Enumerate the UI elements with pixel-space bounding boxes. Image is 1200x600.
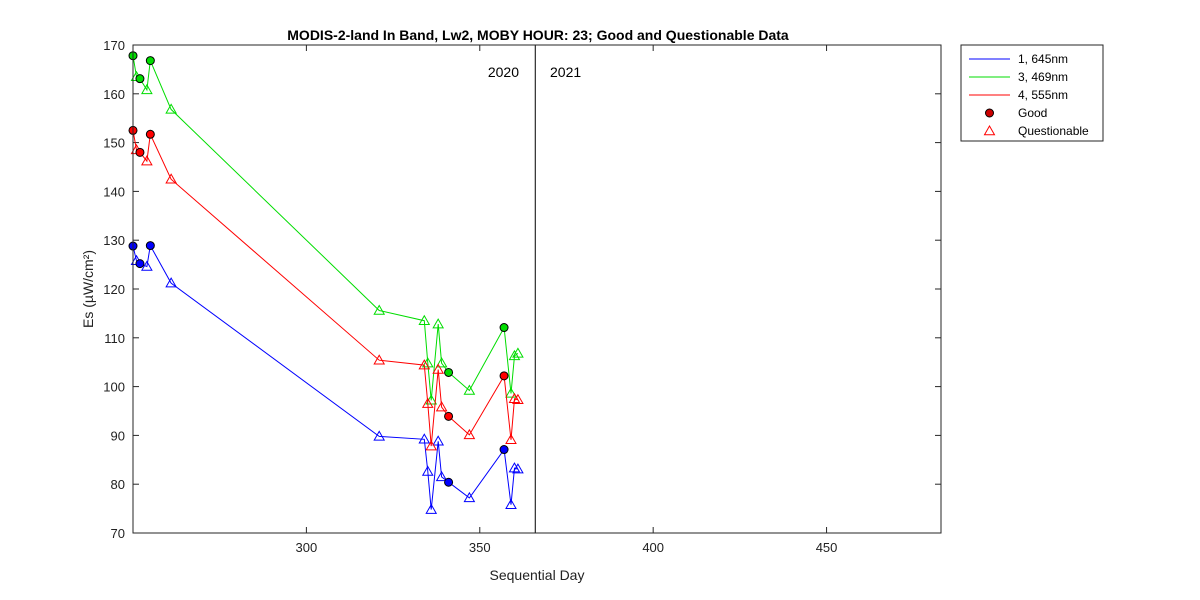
- questionable-point: [141, 260, 153, 271]
- x-tick-label: 300: [296, 540, 318, 555]
- year-label-2020: 2020: [488, 64, 519, 80]
- good-point: [145, 241, 155, 251]
- questionable-point: [432, 435, 445, 446]
- legend-label: 3, 469nm: [1018, 70, 1068, 84]
- questionable-point: [463, 384, 476, 395]
- y-axis-label: Es (µW/cm²): [80, 250, 96, 328]
- legend-label: Good: [1018, 106, 1047, 120]
- questionable-point: [435, 470, 448, 482]
- data-layer: [128, 51, 524, 514]
- questionable-point: [505, 498, 517, 509]
- questionable-point: [165, 277, 178, 288]
- questionable-point: [418, 314, 431, 325]
- y-tick-label: 130: [103, 233, 125, 248]
- questionable-point: [463, 428, 476, 440]
- good-point: [444, 477, 454, 487]
- good-point: [145, 56, 155, 66]
- legend-label: 1, 645nm: [1018, 52, 1068, 66]
- axes: 300 350 400 450 70 80 90 100 110 120 130 140 150 160 1…: [103, 38, 941, 555]
- chart-title: MODIS-2-land In Band, Lw2, MOBY HOUR: 23…: [287, 27, 789, 43]
- x-tick-label: 450: [816, 540, 838, 555]
- good-point: [135, 259, 145, 269]
- legend-good-marker: [985, 108, 994, 118]
- good-point: [499, 445, 509, 455]
- questionable-point: [512, 393, 524, 405]
- questionable-point: [165, 173, 178, 184]
- y-tick-label: 150: [103, 136, 125, 151]
- questionable-point: [432, 318, 445, 329]
- good-point: [444, 367, 454, 377]
- good-point: [499, 323, 509, 333]
- questionable-point: [463, 491, 476, 503]
- y-tick-label: 140: [103, 184, 125, 199]
- questionable-point: [373, 430, 386, 441]
- year-label-2021: 2021: [550, 64, 581, 80]
- questionable-point: [425, 503, 438, 514]
- questionable-point: [141, 83, 153, 95]
- plot-frame: [132, 44, 942, 534]
- questionable-point: [165, 103, 178, 114]
- questionable-point: [373, 354, 386, 365]
- questionable-point: [141, 155, 153, 166]
- legend-label: 4, 555nm: [1018, 88, 1068, 102]
- questionable-point: [512, 347, 524, 358]
- questionable-point: [421, 465, 434, 476]
- good-point: [145, 129, 155, 139]
- good-point: [135, 74, 145, 84]
- series-line: [132, 55, 519, 401]
- legend-box: [960, 44, 1104, 142]
- questionable-point: [505, 387, 517, 398]
- questionable-point: [425, 440, 438, 451]
- y-tick-label: 70: [111, 526, 125, 541]
- x-tick-label: 350: [469, 540, 491, 555]
- y-tick-label: 110: [104, 331, 125, 346]
- good-point: [444, 411, 454, 421]
- questionable-point: [508, 392, 521, 404]
- series-line: [132, 130, 519, 447]
- y-tick-label: 100: [103, 380, 125, 395]
- legend-questionable-marker: [983, 124, 996, 136]
- questionable-point: [432, 363, 445, 374]
- y-tick-label: 80: [111, 477, 125, 492]
- legend: 1, 645nm 3, 469nm 4, 555nm Good Questionable: [960, 44, 1104, 142]
- y-tick-label: 160: [103, 87, 125, 102]
- x-tick-label: 400: [642, 540, 664, 555]
- good-point: [135, 147, 145, 157]
- y-tick-label: 90: [111, 428, 125, 443]
- good-point: [499, 371, 509, 381]
- plot-area: [133, 45, 941, 533]
- questionable-point: [435, 401, 448, 412]
- questionable-point: [512, 463, 524, 474]
- y-tick-label: 120: [103, 282, 125, 297]
- questionable-point: [508, 462, 521, 473]
- y-tick-label: 170: [103, 38, 125, 53]
- questionable-point: [373, 304, 386, 315]
- x-axis-label: Sequential Day: [490, 567, 585, 583]
- questionable-point: [505, 433, 517, 445]
- questionable-point: [435, 357, 448, 368]
- questionable-point: [418, 433, 431, 444]
- legend-label: Questionable: [1018, 124, 1089, 138]
- questionable-point: [421, 397, 434, 408]
- questionable-point: [418, 359, 431, 370]
- questionable-point: [508, 349, 521, 361]
- series-line: [132, 244, 519, 510]
